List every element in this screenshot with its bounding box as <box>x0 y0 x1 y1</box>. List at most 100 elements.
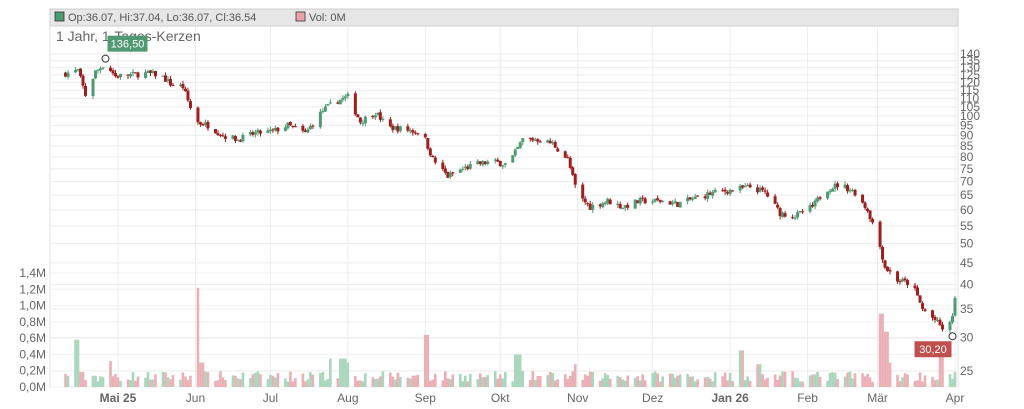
candle-body <box>828 190 832 193</box>
volume-bar <box>656 373 659 387</box>
candle-body <box>148 70 152 73</box>
low-marker-dot <box>948 332 957 341</box>
candle-body <box>253 132 257 135</box>
candle-body <box>671 202 675 205</box>
volume-bar <box>99 376 102 387</box>
volume-bar <box>81 372 85 387</box>
volume-bar <box>276 373 280 387</box>
candle-body <box>853 189 857 196</box>
volume-bar <box>743 380 747 387</box>
volume-bar <box>161 371 165 387</box>
price-tick-label: 35 <box>960 302 974 316</box>
candle-body <box>446 171 450 178</box>
candle-body <box>408 130 412 132</box>
candle-body <box>131 71 135 74</box>
candle-body <box>373 115 377 118</box>
volume-bar <box>678 374 682 387</box>
volume-bar <box>301 373 305 387</box>
volume-bar <box>498 374 502 387</box>
date-tick-label: Nov <box>567 391 588 405</box>
candle-body <box>863 202 867 208</box>
volume-bar <box>868 377 872 387</box>
candle-body <box>778 208 782 217</box>
volume-bar <box>921 381 924 387</box>
candle-body <box>396 126 400 132</box>
volume-bar <box>66 375 70 387</box>
volume-bar <box>533 379 537 387</box>
volume-bar <box>96 381 100 387</box>
volume-bar <box>536 375 540 387</box>
candle-body <box>291 125 295 127</box>
candle-body <box>796 212 800 218</box>
volume-bar <box>583 374 587 387</box>
candle-body <box>99 68 103 71</box>
volume-bar <box>568 375 572 387</box>
candle-body <box>388 119 392 127</box>
volume-bar <box>379 376 382 387</box>
volume-bar <box>863 376 867 387</box>
candle-body <box>868 210 872 220</box>
volume-bar <box>773 374 777 387</box>
volume-bar <box>409 378 412 387</box>
volume-bar <box>933 380 937 387</box>
volume-bar <box>938 356 942 387</box>
volume-bar <box>181 372 185 387</box>
candle-body <box>536 139 540 142</box>
volume-bar <box>778 375 782 387</box>
volume-bar <box>146 372 150 387</box>
candle-body <box>161 75 165 77</box>
volume-bar <box>64 373 67 387</box>
candle-body <box>448 172 452 177</box>
candle-body <box>426 138 430 149</box>
candle-body <box>761 187 765 190</box>
volume-bar <box>336 378 340 387</box>
volume-bar <box>696 379 699 387</box>
volume-bar <box>444 371 447 387</box>
candle-body <box>308 125 312 130</box>
volume-bar <box>134 380 137 387</box>
candle-body <box>221 135 225 137</box>
volume-bar <box>431 379 435 387</box>
volume-bar <box>836 379 839 387</box>
volume-bar <box>354 375 357 387</box>
candle-body <box>766 192 770 197</box>
volume-bar <box>441 380 445 387</box>
volume-bar <box>321 372 325 387</box>
candle-body <box>706 192 710 200</box>
volume-bar <box>691 376 694 387</box>
candle-body <box>861 194 865 203</box>
volume-bar <box>468 373 472 387</box>
candle-body <box>658 199 662 202</box>
date-tick-label: Apr <box>946 391 965 405</box>
volume-bar <box>511 381 515 387</box>
high-marker-label: 136,50 <box>111 39 145 51</box>
price-markers: 136,50 30,20 <box>101 35 957 358</box>
volume-bar <box>169 379 172 387</box>
candle-body <box>896 271 900 282</box>
candle-body <box>186 90 190 101</box>
candle-body <box>466 166 470 170</box>
volume-bar <box>653 371 657 387</box>
volume-axis: 1,4M 1,2M 1,0M 0,8M 0,6M 0,4M 0,2M 0,0M <box>19 266 46 394</box>
candle-body <box>321 110 325 112</box>
volume-bar <box>251 374 255 387</box>
volume-bar <box>391 376 395 387</box>
high-marker-callout <box>107 35 148 52</box>
candle-body <box>621 208 625 210</box>
volume-bar <box>808 375 812 387</box>
candle-body <box>901 279 905 282</box>
volume-bar <box>756 364 759 387</box>
candle-body <box>468 164 472 169</box>
candle-body <box>913 285 917 289</box>
volume-bar <box>738 350 742 387</box>
candle-body <box>411 130 415 133</box>
candle-body <box>528 137 532 139</box>
volume-swatch <box>295 11 306 22</box>
candle-body <box>236 139 240 141</box>
volume-bar <box>588 371 592 387</box>
candle-body <box>581 184 585 199</box>
volume-bar <box>758 364 762 387</box>
candle-body <box>836 183 840 188</box>
volume-bar <box>516 354 520 387</box>
